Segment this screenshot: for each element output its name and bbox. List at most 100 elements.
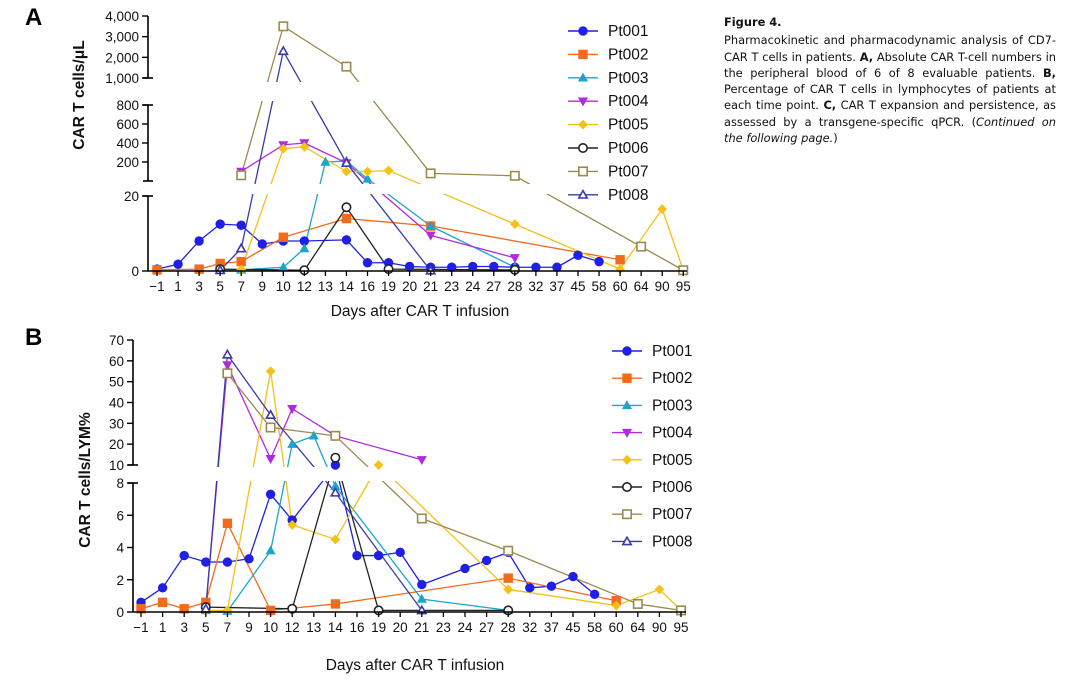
b-line-pt003-2 <box>269 444 293 551</box>
a-legend-pt004: Pt004 <box>568 93 649 110</box>
a-legend-marker-pt008 <box>577 188 589 199</box>
b-line-pt002-5 <box>270 603 336 612</box>
b-legend-marker-pt002 <box>622 373 632 383</box>
b-point-pt001-11 <box>395 547 405 558</box>
a-legend-pt001: Pt001 <box>568 23 649 40</box>
b-x-tick-label-37: 37 <box>544 620 559 635</box>
a-x-tick-label-14: 14 <box>339 279 355 294</box>
a-x-tick-label-21: 21 <box>423 279 438 294</box>
a-series-pt004 <box>240 142 516 259</box>
a-y-tick-label-200: 200 <box>116 155 139 170</box>
b-point-pt001-17 <box>546 581 557 591</box>
b-point-pt001-13 <box>460 563 470 574</box>
b-point-pt007-4 <box>503 545 514 556</box>
b-x-tick-label-58: 58 <box>587 620 602 635</box>
a-x-tick-label-45: 45 <box>570 279 585 294</box>
b-x-tick-label-24: 24 <box>457 620 473 635</box>
a-point-pt005-2 <box>299 141 310 152</box>
b-legend-label-pt008: Pt008 <box>652 533 693 550</box>
a-x-tick-label-5: 5 <box>216 279 224 294</box>
a-point-pt001-5 <box>257 239 267 249</box>
a-x-tick-label-19: 19 <box>381 279 396 294</box>
b-line-pt007-5 <box>637 603 682 612</box>
caption-text-3: Percentage of CAR T cells in lymphocytes… <box>724 82 1056 113</box>
b-line-pt001-6 <box>270 493 293 521</box>
a-axis-break-gap-1 <box>143 82 689 101</box>
b-legend-pt005: Pt005 <box>612 452 693 469</box>
b-point-pt004-2 <box>265 455 276 464</box>
b-point-pt007-1 <box>265 422 276 433</box>
b-y-tick-label-6: 6 <box>116 508 124 523</box>
b-point-pt003-4 <box>308 430 319 440</box>
a-point-pt008-2 <box>277 45 289 56</box>
b-y-tick-label-20: 20 <box>109 437 124 452</box>
a-x-tick-label-90: 90 <box>655 279 670 294</box>
a-x-axis-title: Days after CAR T infusion <box>331 303 510 320</box>
b-line-pt003-6 <box>421 598 509 612</box>
a-line-pt002-3 <box>240 236 284 263</box>
a-x-tick-label-10: 10 <box>276 279 291 294</box>
b-point-pt008-1 <box>221 348 233 359</box>
a-point-pt003-3 <box>299 243 310 253</box>
b-point-pt001-10 <box>373 550 384 561</box>
b-line-pt004-4 <box>335 435 422 461</box>
a-point-pt008-3 <box>340 157 353 167</box>
a-legend-marker-pt005 <box>578 119 588 130</box>
a-point-pt001-11 <box>404 261 415 272</box>
b-x-tick-label-21: 21 <box>414 620 429 635</box>
a-point-pt001-4 <box>236 220 246 230</box>
b-legend-pt002: Pt002 <box>612 370 693 387</box>
b-point-pt001-2 <box>179 550 189 561</box>
a-line-pt004-4 <box>430 234 516 259</box>
b-line-pt004-3 <box>291 408 336 437</box>
a-x-tick-label-95: 95 <box>676 279 691 294</box>
b-x-tick-label-5: 5 <box>202 620 210 635</box>
b-line-pt007-0 <box>226 372 272 428</box>
a-line-pt008-2 <box>282 50 348 164</box>
b-legend-pt003: Pt003 <box>612 397 693 414</box>
b-point-pt001-14 <box>481 555 492 566</box>
a-point-pt005-8 <box>657 204 668 215</box>
a-legend-pt005: Pt005 <box>568 117 649 134</box>
b-point-pt002-1 <box>157 597 168 608</box>
a-legend-label-pt002: Pt002 <box>608 46 649 63</box>
b-point-pt001-12 <box>417 579 427 590</box>
figure-caption: Figure 4. Pharmacokinetic and pharmacodyn… <box>724 14 1056 146</box>
a-y-tick-label-600: 600 <box>116 117 139 132</box>
b-point-pt005-7 <box>611 600 622 611</box>
a-point-pt001-9 <box>362 258 373 268</box>
a-line-pt005-0 <box>240 148 284 270</box>
a-legend-marker-pt002 <box>578 49 588 60</box>
b-point-pt005-8 <box>654 584 665 595</box>
a-point-pt004-5 <box>509 254 520 264</box>
a-legend-marker-pt004 <box>577 97 589 107</box>
b-line-pt003-1 <box>226 550 272 612</box>
a-x-tick-label-64: 64 <box>634 279 650 294</box>
b-series-pt004 <box>205 364 422 608</box>
b-line-pt005-1 <box>226 371 272 611</box>
a-line-pt003-3 <box>303 161 327 249</box>
a-line-pt006-1 <box>303 206 347 271</box>
b-point-pt002-6 <box>330 599 341 609</box>
b-legend-marker-pt008 <box>621 535 633 546</box>
b-line-pt002-4 <box>226 523 272 611</box>
b-legend-label-pt005: Pt005 <box>652 452 693 469</box>
b-legend-label-pt001: Pt001 <box>652 343 693 360</box>
b-point-pt002-4 <box>222 518 233 529</box>
a-point-pt001-14 <box>468 261 478 272</box>
caption-text-1: Pharmacokinetic and pharmacodynamic anal… <box>724 33 1056 64</box>
b-legend-marker-pt004 <box>621 428 633 438</box>
a-y-tick-label-4-000: 4,000 <box>105 9 139 24</box>
a-legend-marker-pt006 <box>577 143 588 154</box>
a-line-pt005-6 <box>514 223 621 270</box>
b-point-pt003-2 <box>265 545 276 555</box>
a-legend-label-pt005: Pt005 <box>608 117 649 134</box>
b-line-pt005-7 <box>615 588 660 607</box>
a-y-tick-label-1-000: 1,000 <box>105 71 139 86</box>
a-legend-marker-pt003 <box>577 72 589 82</box>
a-line-pt006-0 <box>220 268 305 271</box>
b-point-pt001-16 <box>525 583 535 593</box>
a-y-tick-label-20: 20 <box>124 189 139 204</box>
b-y-tick-label-4: 4 <box>116 541 124 556</box>
